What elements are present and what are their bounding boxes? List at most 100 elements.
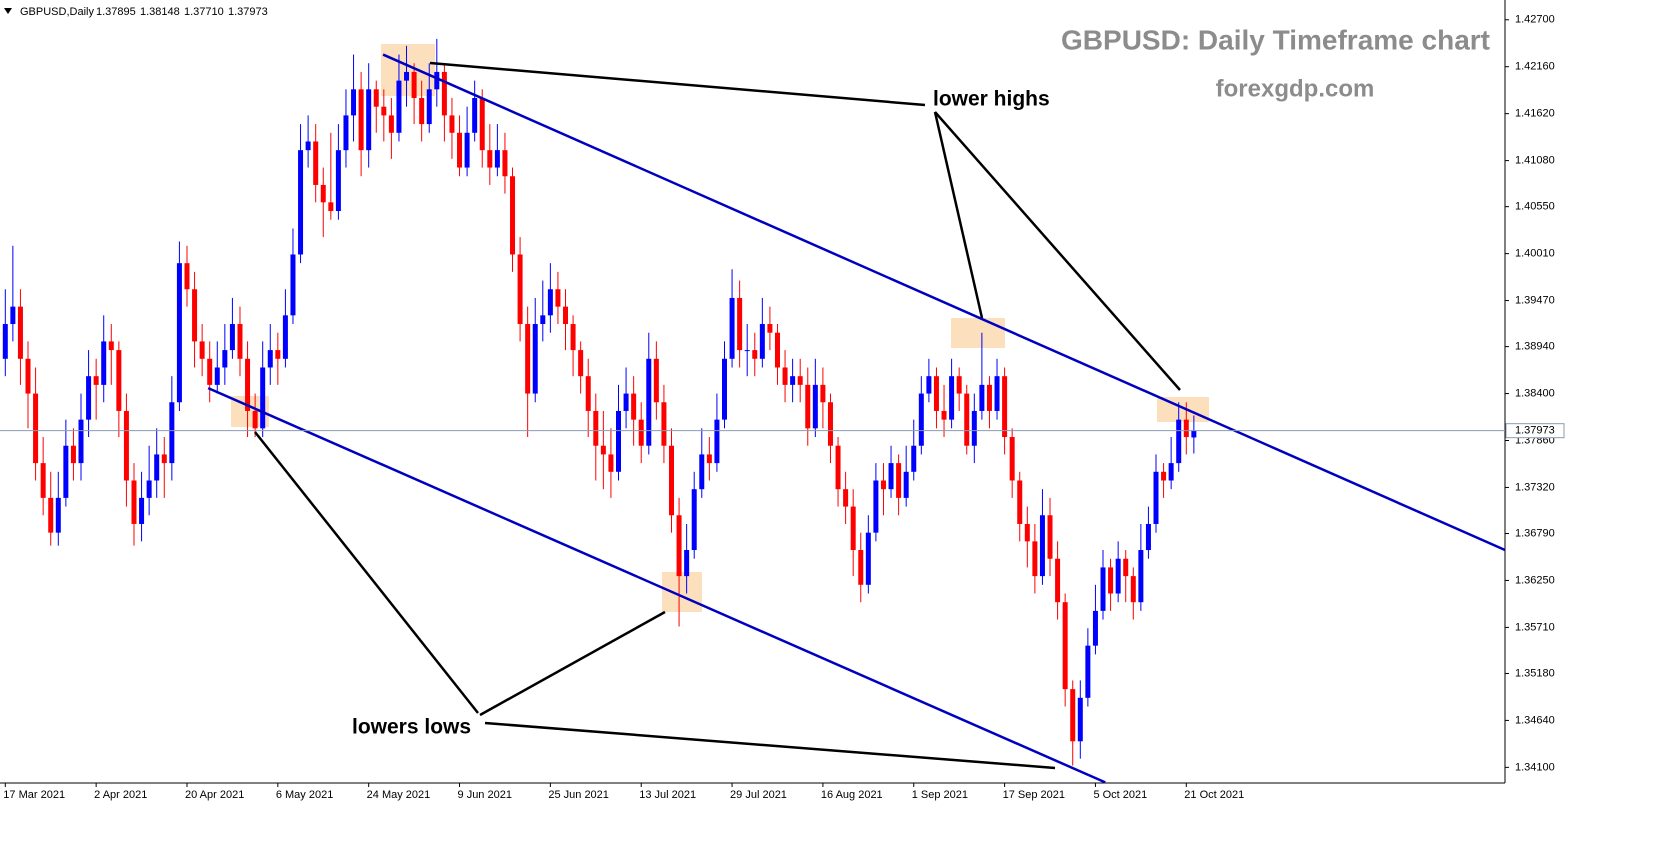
candle-body [858, 550, 864, 585]
x-tick-label: 1 Sep 2021 [912, 789, 968, 801]
x-tick-label: 6 May 2021 [276, 789, 333, 801]
candle-body [721, 358, 727, 420]
candle-body [585, 376, 591, 411]
candle-body [510, 176, 516, 255]
header-open: 1.37895 [96, 6, 136, 18]
candle-body [578, 350, 584, 377]
candle-body [320, 184, 326, 203]
candle-body [426, 89, 432, 125]
candle-body [1055, 558, 1061, 603]
candle-body [472, 98, 478, 133]
chart-subtitle: forexgdp.com [1216, 75, 1375, 102]
candle-body [25, 358, 31, 394]
candle-body [1077, 697, 1083, 742]
x-tick-label: 13 Jul 2021 [639, 789, 696, 801]
candle-body [434, 71, 440, 90]
candle-body [1092, 610, 1098, 646]
header-close: 1.37973 [228, 6, 268, 18]
candle-body [351, 89, 357, 116]
candle-body [207, 358, 213, 385]
candle-body [1032, 541, 1038, 577]
y-tick-label: 1.35710 [1515, 621, 1555, 633]
y-tick-label: 1.34640 [1515, 714, 1555, 726]
y-tick-label: 1.35180 [1515, 667, 1555, 679]
candle-body [388, 115, 394, 133]
candle-body [139, 497, 145, 524]
candle-body [17, 306, 23, 359]
highlight-box [381, 44, 435, 96]
candle-body [290, 254, 296, 316]
candle-body [956, 376, 962, 394]
candle-body [1176, 419, 1182, 464]
candle-body [48, 497, 54, 533]
candle-body [684, 550, 690, 577]
candle-body [154, 454, 160, 481]
candle-body [267, 350, 273, 368]
x-tick-label: 20 Apr 2021 [185, 789, 244, 801]
x-tick-label: 17 Mar 2021 [3, 789, 65, 801]
menu-arrow [4, 8, 12, 14]
candle-body [820, 384, 826, 403]
x-tick-label: 24 May 2021 [367, 789, 431, 801]
candle-body [774, 332, 780, 368]
candle-body [1047, 515, 1053, 559]
candle-body [63, 445, 69, 498]
y-tick-label: 1.39470 [1515, 294, 1555, 306]
candle-body [40, 463, 46, 498]
candle-body [116, 350, 122, 411]
candle-body [245, 358, 251, 411]
candle-body [313, 141, 319, 185]
x-tick-label: 17 Sep 2021 [1003, 789, 1065, 801]
candle-body [487, 150, 493, 168]
candle-body [1017, 480, 1023, 524]
y-tick-label: 1.36790 [1515, 527, 1555, 539]
candle-body [464, 132, 470, 168]
candle-body [479, 98, 485, 151]
candle-body [146, 480, 152, 498]
x-tick-label: 21 Oct 2021 [1184, 789, 1244, 801]
candle-body [358, 89, 364, 151]
symbol-label: GBPUSD,Daily [20, 6, 94, 18]
candle-body [850, 506, 856, 551]
candle-body [790, 376, 796, 385]
candle-body [328, 202, 334, 212]
candle-body [108, 341, 114, 351]
candle-body [123, 410, 129, 481]
annotation: lowers lows [352, 716, 471, 739]
candle-body [668, 445, 674, 516]
candle-body [896, 463, 902, 498]
candle-body [540, 315, 546, 325]
pointer-line [429, 61, 926, 107]
y-tick-label: 1.40010 [1515, 248, 1555, 260]
pointer-line [933, 111, 984, 319]
candle-body [918, 393, 924, 446]
candle-body [532, 324, 538, 394]
candle-body [964, 393, 970, 446]
candle-body [161, 454, 167, 464]
candle-body [616, 410, 622, 472]
header-high: 1.38148 [140, 6, 180, 18]
candle-body [441, 71, 447, 116]
candle-body [805, 384, 811, 429]
candle-body [1085, 645, 1091, 698]
candle-body [1130, 576, 1136, 603]
candle-body [812, 384, 818, 429]
candle-body [229, 324, 235, 351]
candle-body [404, 71, 410, 81]
candle-body [880, 480, 886, 490]
candle-body [646, 358, 652, 446]
candle-body [1191, 430, 1197, 438]
x-tick-label: 9 Jun 2021 [458, 789, 512, 801]
candle-body [396, 80, 402, 133]
candle-body [608, 454, 614, 472]
pointer-line [479, 610, 666, 717]
candle-body [737, 297, 743, 351]
pointer-line [934, 111, 1181, 391]
candle-body [1123, 558, 1129, 577]
candle-body [70, 445, 76, 464]
y-tick-label: 1.38400 [1515, 387, 1555, 399]
current-price-box [1505, 423, 1565, 439]
candle-body [131, 480, 137, 524]
x-tick-label: 5 Oct 2021 [1093, 789, 1147, 801]
